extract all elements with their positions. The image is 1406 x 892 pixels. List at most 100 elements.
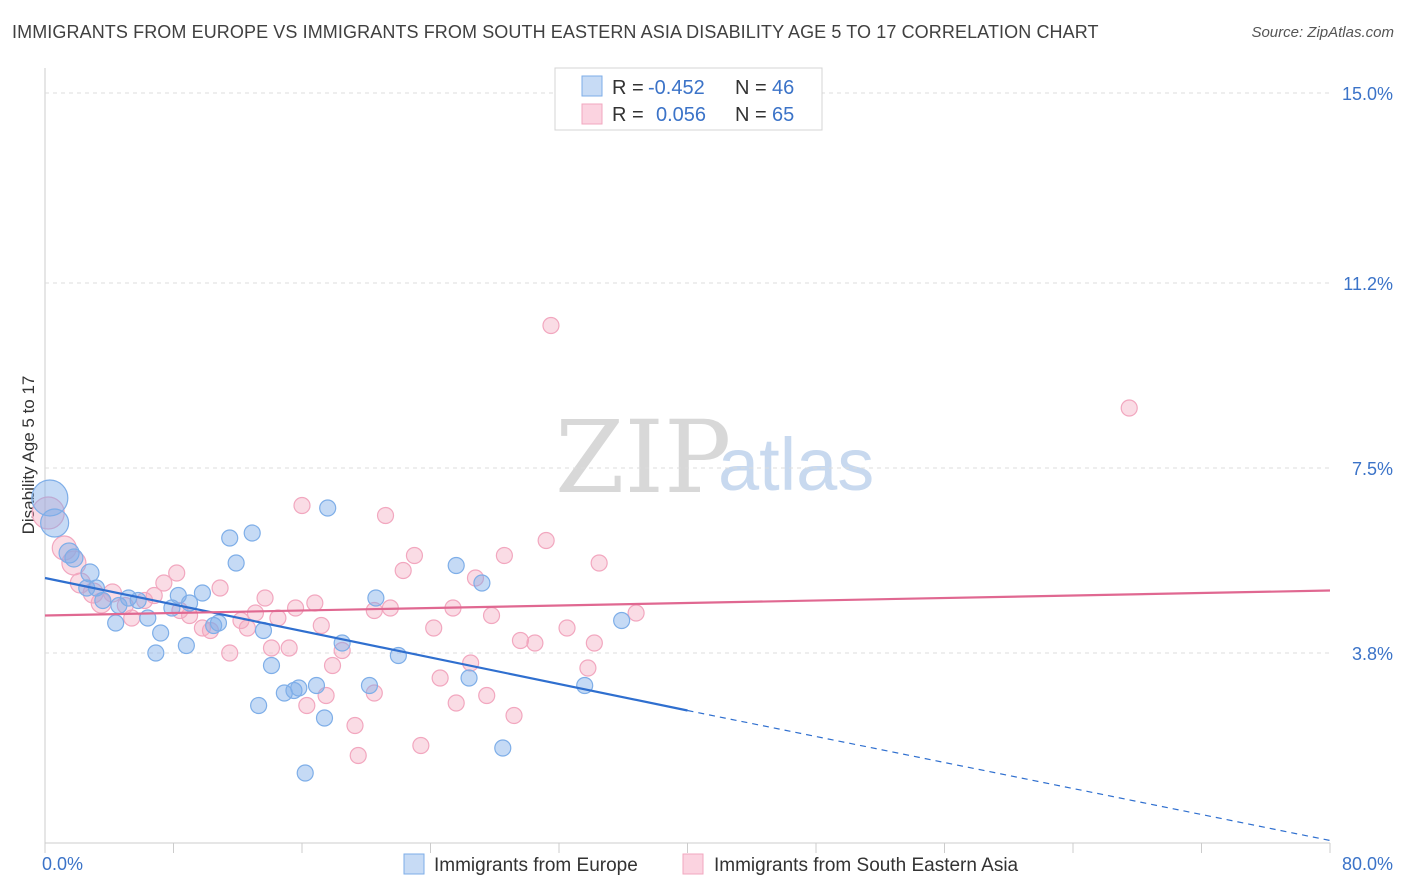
europe-point-42	[494, 739, 512, 757]
bottom-legend: Immigrants from Europe Immigrants from S…	[403, 853, 1019, 876]
asia-point-41	[405, 546, 424, 565]
legend-europe-r-value: -0.452	[648, 77, 705, 99]
legend-asia-r-value: 0.056	[656, 104, 706, 126]
europe-point-17	[193, 584, 212, 602]
bottom-legend-asia: Immigrants from South Eastern Asia	[714, 855, 1019, 876]
asia-point-21	[246, 604, 265, 622]
europe-point-40	[460, 669, 478, 687]
europe-trendline-extension	[687, 709, 1331, 842]
x-tick-label-min: 0.0%	[42, 854, 83, 874]
bottom-legend-swatch-asia	[682, 853, 704, 875]
asia-point-62	[1120, 399, 1138, 417]
y-axis-label: Disability Age 5 to 17	[19, 376, 38, 535]
asia-point-56	[542, 316, 560, 335]
europe-point-24	[243, 524, 261, 542]
y-tick-label-1: 7.5%	[1352, 459, 1393, 479]
asia-point-50	[482, 606, 501, 625]
asia-point-1	[51, 535, 77, 561]
asia-point-25	[280, 639, 298, 657]
y-tick-label-0: 3.8%	[1352, 644, 1393, 664]
asia-point-29	[306, 594, 324, 612]
europe-point-39	[447, 556, 465, 575]
asia-point-34	[346, 716, 364, 735]
asia-point-35	[349, 746, 367, 765]
asia-point-20	[238, 619, 256, 637]
europe-point-41	[473, 574, 491, 592]
europe-point-23	[227, 554, 245, 572]
europe-point-7	[94, 591, 112, 610]
asia-point-61	[627, 604, 645, 622]
asia-point-38	[376, 506, 395, 525]
asia-point-54	[526, 634, 544, 652]
europe-point-36	[360, 676, 379, 695]
asia-point-49	[478, 686, 496, 705]
x-tick-label-max: 80.0%	[1342, 854, 1393, 874]
europe-point-13	[152, 624, 170, 642]
y-tick-label-2: 11.2%	[1343, 274, 1393, 294]
europe-trendline	[44, 576, 688, 712]
europe-point-3	[64, 548, 84, 568]
europe-point-31	[296, 764, 314, 782]
trendlines	[44, 576, 1331, 842]
asia-point-60	[590, 554, 608, 572]
bottom-legend-europe: Immigrants from Europe	[434, 855, 638, 876]
europe-point-21	[209, 614, 228, 632]
legend-asia-n-value: 65	[772, 104, 794, 126]
watermark-zip: ZIP	[555, 399, 731, 516]
europe-point-37	[367, 589, 385, 607]
europe-point-33	[315, 709, 334, 727]
europe-point-22	[221, 529, 239, 547]
europe-point-26	[262, 656, 281, 675]
europe-point-11	[107, 614, 125, 632]
europe-point-10	[129, 591, 147, 610]
europe-point-32	[307, 676, 326, 695]
asia-point-59	[585, 634, 603, 652]
legend: R = -0.452 N = 46 R = 0.056 N = 65	[554, 67, 823, 131]
asia-point-30	[312, 616, 330, 635]
legend-europe-n-label: N =	[735, 77, 767, 99]
asia-point-43	[425, 619, 443, 637]
europe-point-0	[31, 479, 69, 517]
asia-point-11	[155, 574, 173, 592]
asia-point-44	[431, 669, 449, 687]
legend-europe-r-label: R =	[612, 77, 644, 99]
asia-point-28	[298, 696, 316, 715]
asia-point-12	[168, 564, 186, 582]
asia-point-42	[412, 736, 430, 755]
asia-point-46	[447, 694, 465, 712]
europe-point-1	[40, 508, 70, 538]
asia-point-57	[558, 619, 576, 637]
asia-point-40	[394, 561, 412, 580]
asia-point-26	[286, 599, 305, 617]
legend-asia-r-label: R =	[612, 104, 644, 126]
europe-point-20	[205, 616, 223, 635]
legend-asia-n-label: N =	[735, 104, 767, 126]
asia-point-51	[495, 546, 513, 565]
bottom-legend-swatch-europe	[403, 853, 425, 875]
asia-trendline	[44, 589, 1331, 617]
watermark-atlas: atlas	[718, 423, 874, 506]
europe-point-34	[319, 499, 337, 517]
asia-point-55	[537, 531, 555, 550]
asia-point-32	[323, 656, 342, 675]
y-tick-labels: 3.8% 7.5% 11.2% 15.0%	[1342, 84, 1393, 664]
asia-point-22	[256, 589, 274, 607]
europe-points	[31, 479, 631, 782]
europe-point-18	[147, 644, 165, 662]
asia-point-24	[269, 609, 287, 627]
asia-point-52	[505, 706, 523, 725]
asia-point-53	[511, 631, 530, 650]
europe-point-44	[613, 611, 631, 630]
asia-points	[31, 316, 1138, 765]
y-tick-label-3: 15.0%	[1342, 84, 1393, 104]
europe-point-2	[58, 542, 80, 564]
europe-point-30	[290, 679, 308, 697]
asia-point-8	[123, 609, 141, 627]
europe-point-29	[285, 681, 303, 700]
europe-point-4	[80, 563, 100, 583]
asia-point-18	[221, 644, 239, 662]
chart-source: Source: ZipAtlas.com	[1251, 24, 1394, 41]
chart-title: IMMIGRANTS FROM EUROPE VS IMMIGRANTS FRO…	[12, 22, 1099, 42]
legend-europe-n-value: 46	[772, 77, 794, 99]
